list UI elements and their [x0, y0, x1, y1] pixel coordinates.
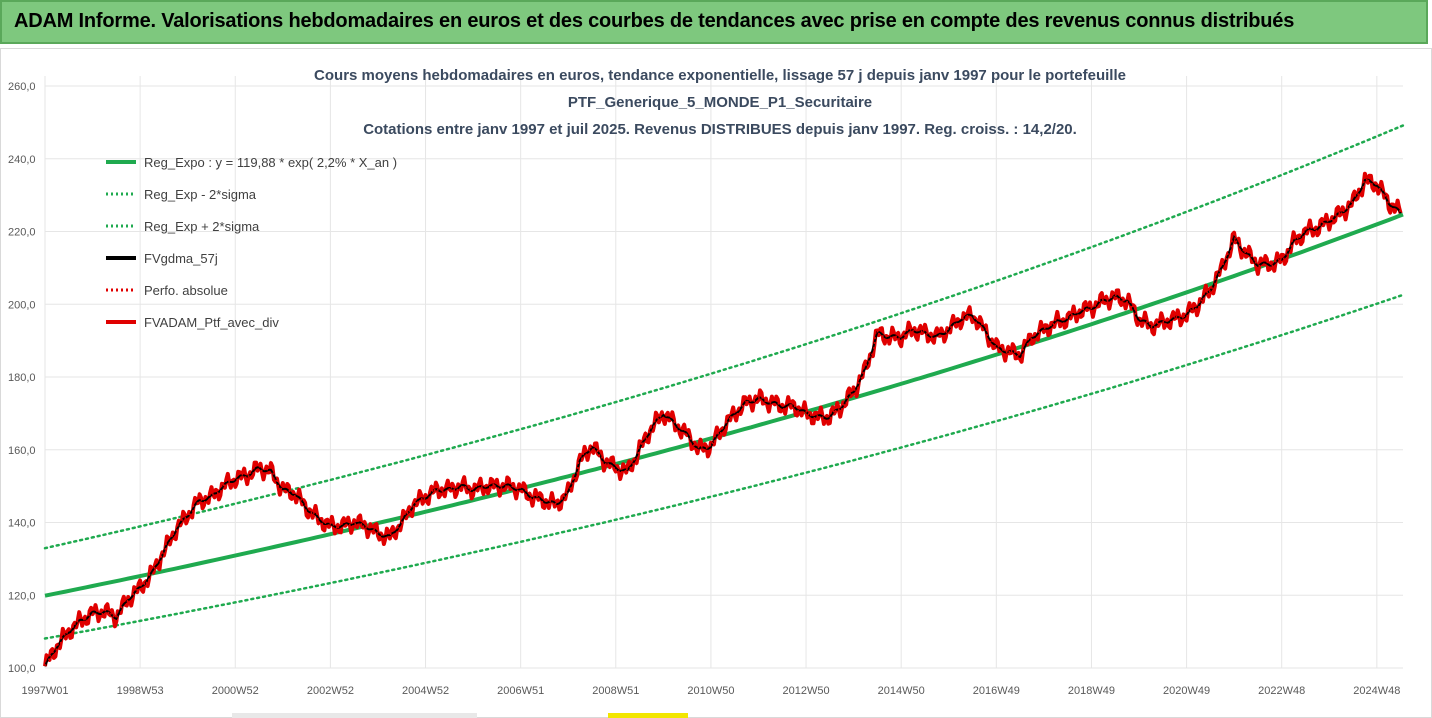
x-tick-label: 2018W49: [1068, 685, 1115, 697]
series-trend: [44, 212, 1404, 598]
y-axis-ticks: 100,0 120,0 140,0 160,0 180,0 200,0 220,0 240,0…: [8, 81, 36, 675]
x-tick-label: 1997W01: [21, 685, 68, 697]
series-lower-sigma: [43, 293, 1405, 640]
x-tick-label: 2010W50: [687, 685, 734, 697]
y-tick-label: 120,0: [8, 590, 36, 602]
legend-label-perfo: Perfo. absolue: [144, 283, 228, 298]
chart-series: [43, 124, 1405, 667]
x-tick-label: 2008W51: [592, 685, 639, 697]
y-tick-label: 140,0: [8, 518, 36, 530]
legend-label-upper: Reg_Exp + 2*sigma: [144, 219, 260, 234]
x-tick-label: 2000W52: [212, 685, 259, 697]
series-perfo: [44, 173, 1402, 667]
x-tick-label: 2006W51: [497, 685, 544, 697]
legend-label-portfolio: FVADAM_Ptf_avec_div: [144, 315, 279, 330]
x-axis-ticks: 1997W01 1998W53 2000W52 2002W52 2004W52 2006W…: [21, 685, 1400, 697]
header-bar: ADAM Informe. Valorisations hebdomadaire…: [0, 0, 1428, 44]
y-tick-label: 160,0: [8, 445, 36, 457]
y-tick-label: 200,0: [8, 299, 36, 311]
chart-title-line-3: Cotations entre janv 1997 et juil 2025. …: [363, 121, 1077, 138]
y-tick-label: 260,0: [8, 81, 36, 93]
x-tick-label: 2016W49: [973, 685, 1020, 697]
x-tick-label: 2024W48: [1353, 685, 1400, 697]
bottom-marker: [608, 713, 688, 718]
y-tick-label: 220,0: [8, 227, 36, 239]
chart-title: Cours moyens hebdomadaires en euros, ten…: [314, 67, 1126, 138]
bottom-strip: [232, 713, 477, 718]
x-tick-label: 2014W50: [878, 685, 925, 697]
legend-label-trend: Reg_Expo : y = 119,88 * exp( 2,2% * X_an…: [144, 155, 397, 170]
series-upper-sigma: [43, 124, 1405, 550]
x-tick-label: 2002W52: [307, 685, 354, 697]
x-tick-label: 2022W48: [1258, 685, 1305, 697]
chart-legend: Reg_Expo : y = 119,88 * exp( 2,2% * X_an…: [106, 155, 397, 330]
x-tick-label: 2012W50: [783, 685, 830, 697]
y-tick-label: 240,0: [8, 154, 36, 166]
y-tick-label: 100,0: [8, 663, 36, 675]
chart-title-line-1: Cours moyens hebdomadaires en euros, ten…: [314, 67, 1126, 84]
x-tick-label: 1998W53: [117, 685, 164, 697]
x-tick-label: 2004W52: [402, 685, 449, 697]
chart-title-line-2: PTF_Generique_5_MONDE_P1_Securitaire: [568, 94, 872, 111]
x-tick-label: 2020W49: [1163, 685, 1210, 697]
series-smoothed: [44, 178, 1402, 667]
legend-label-smoothed: FVgdma_57j: [144, 251, 218, 266]
y-tick-label: 180,0: [8, 372, 36, 384]
page-title: ADAM Informe. Valorisations hebdomadaire…: [14, 10, 1295, 32]
chart-grid: [44, 76, 1403, 669]
legend-label-lower: Reg_Exp - 2*sigma: [144, 187, 257, 202]
series-portfolio: [43, 171, 1403, 667]
